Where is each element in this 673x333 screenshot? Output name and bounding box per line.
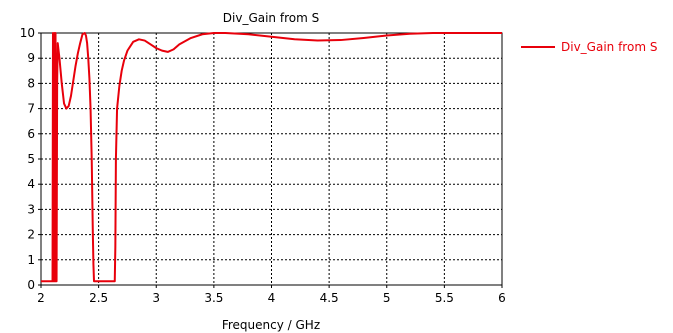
legend-label-0: Div_Gain from S [561,40,657,54]
x-axis-ticks: 2 2.5 3 3.5 4 4.5 5 5.5 6 [37,285,506,305]
y-tick-label-4: 4 [27,177,35,191]
x-axis-label: Frequency / GHz [222,318,320,332]
y-tick-label-5: 5 [27,152,35,166]
y-tick-label-3: 3 [27,202,35,216]
y-tick-label-1: 1 [27,253,35,267]
grid-lines [41,33,502,285]
y-tick-label-9: 9 [27,51,35,65]
y-tick-label-6: 6 [27,127,35,141]
x-tick-label-0: 2 [37,291,45,305]
y-axis-ticks: 0 1 2 3 4 5 6 7 8 9 10 [20,26,41,292]
x-tick-label-5: 4.5 [320,291,339,305]
x-tick-label-6: 5 [383,291,391,305]
y-tick-label-7: 7 [27,102,35,116]
y-tick-label-8: 8 [27,76,35,90]
x-tick-label-4: 4 [268,291,276,305]
x-tick-label-8: 6 [498,291,506,305]
x-tick-label-1: 2.5 [89,291,108,305]
series-group [41,32,502,283]
legend: Div_Gain from S [521,40,657,54]
x-tick-label-7: 5.5 [435,291,454,305]
y-tick-label-10: 10 [20,26,35,40]
y-tick-label-0: 0 [27,278,35,292]
y-tick-label-2: 2 [27,228,35,242]
chart-title: Div_Gain from S [223,11,319,25]
series-line-0 [41,32,502,283]
x-tick-label-3: 3.5 [204,291,223,305]
x-tick-label-2: 3 [152,291,160,305]
